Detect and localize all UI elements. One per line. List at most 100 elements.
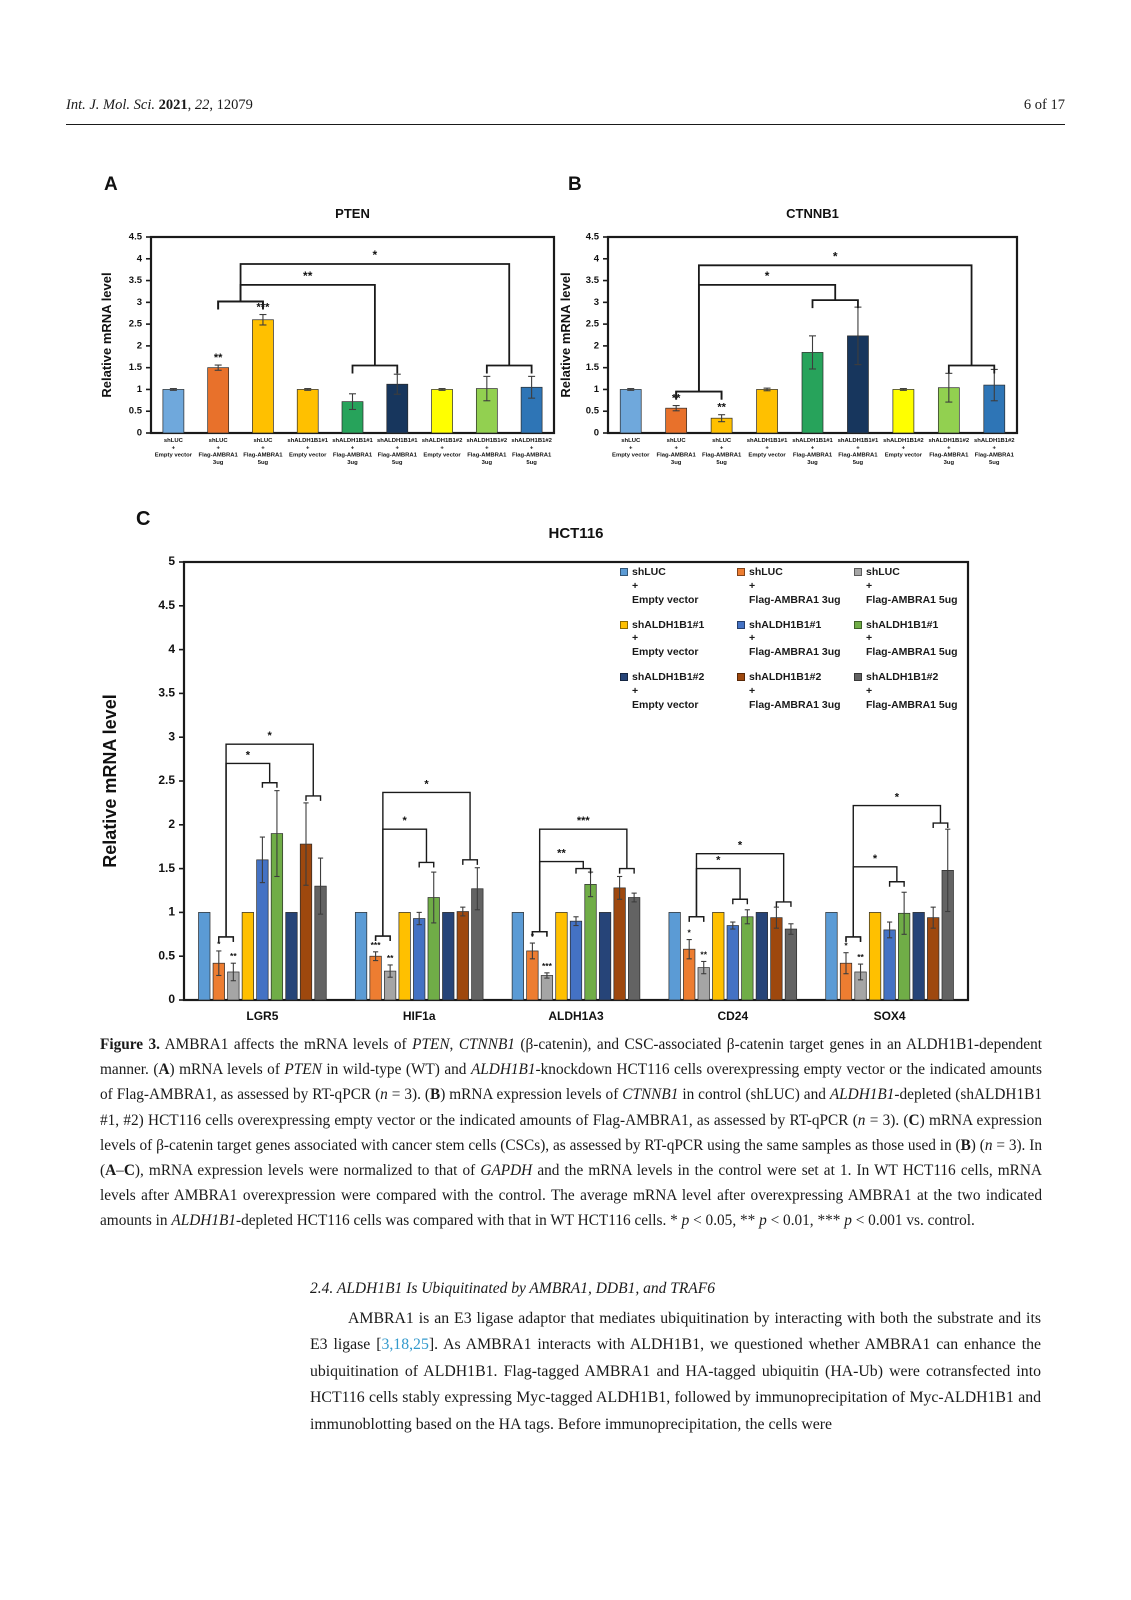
sig-bracket-label: * [738,840,743,852]
text-segment: in control (shLUC) and [678,1086,830,1104]
sig-bracket-label: ** [557,848,566,860]
bar [825,912,838,1001]
sig-bracket-label: * [895,792,900,804]
y-tick-label: 3.5 [158,686,175,700]
bar [413,918,426,1001]
text-segment: ]. As AMBRA1 interacts with ALDH1B1, we … [310,1336,1041,1433]
x-tick-label: 3ug [347,460,358,466]
x-tick-label: + [440,445,444,451]
x-tick-label: 3ug [482,460,493,466]
x-tick-label: Flag-AMBRA1 [333,453,373,459]
y-tick-label: 0 [168,992,175,1006]
sig-star: ** [230,951,237,961]
legend-label: shALDH1B1#1 + Flag-AMBRA1 5ug [866,618,958,659]
y-tick-label: 1.5 [586,362,600,373]
text-segment: CTNNB1 [622,1086,679,1104]
bar [598,912,612,1001]
x-tick-label: shALDH1B1#2 [974,438,1015,444]
legend-entry: shALDH1B1#2 + Flag-AMBRA1 3ug [737,671,854,713]
x-tick-label: + [629,445,633,451]
sig-bracket-label: * [716,855,721,867]
x-tick-label: shALDH1B1#1 [377,438,418,444]
page-number: 6 of 17 [1023,97,1065,113]
sig-star: * [688,928,692,938]
x-tick-label: 5ug [716,460,727,466]
text-segment: n [857,1111,866,1129]
sig-bracket [675,264,996,400]
chart-title: PTEN [335,206,370,221]
legend-swatch-icon [620,673,628,682]
bar [628,897,641,1001]
chart-ctnnb1: 0 0.5 1 1.5 2 2.5 3 3.5 4 4.5 CTNNB1 Relative mRNA … [560,206,1019,466]
x-tick-label: + [765,445,769,451]
header-rule [66,124,1065,125]
bar [892,389,915,434]
y-axis-label: Relative mRNA level [100,694,120,867]
x-tick-label: shALDH1B1#1 [838,438,879,444]
text-segment: , 12079 [209,97,253,113]
x-tick-label: + [351,445,355,451]
group-label: CD24 [717,1009,748,1023]
x-tick-label: Flag-AMBRA1 [793,453,833,459]
text-segment: -depleted HCT116 cells was compared with… [235,1212,682,1230]
bar [252,319,274,434]
sig-bracket [531,828,635,937]
sig-bracket [217,284,399,374]
y-tick-label: 3 [137,297,142,308]
text-segment: p [759,1212,767,1230]
legend-entry: shALDH1B1#1 + Empty vector [620,619,737,661]
y-tick-label: 0.5 [586,406,600,417]
text-segment: Int. J. Mol. Sci. [66,97,159,113]
text-segment: < 0.05, ** [689,1212,760,1230]
group-label: ALDH1A3 [548,1009,604,1023]
body-paragraph: AMBRA1 is an E3 ligase adaptor that medi… [310,1306,1041,1438]
x-tick-label: shALDH1B1#1 [747,438,788,444]
y-tick-label: 4 [137,253,143,264]
y-tick-label: 1.5 [129,362,143,373]
legend-label: shALDH1B1#1 + Flag-AMBRA1 3ug [749,618,841,659]
text-segment: = 3). ( [865,1111,909,1129]
citation-link[interactable]: 3,18,25 [381,1336,429,1354]
bar [207,367,230,434]
bar [755,912,768,1001]
chart-hct116: 0 0.5 1 1.5 2 2.5 3 3.5 4 4.5 5 HCT116 Relative mRNA… [100,525,970,1023]
text-segment: p [844,1212,852,1230]
text-segment: AMBRA1 affects the mRNA levels of [160,1036,413,1053]
legend-swatch-icon [854,568,862,576]
sig-star: ** [700,949,707,959]
legend-entry: shLUC + Flag-AMBRA1 5ug [854,566,976,608]
bar [198,912,211,1001]
y-tick-label: 2 [594,340,599,351]
bar [784,928,798,1001]
x-tick-label: + [530,445,534,451]
bar [540,975,554,1001]
bar [668,912,681,1001]
sig-bracket [845,804,949,942]
x-tick-label: Flag-AMBRA1 [929,453,969,459]
x-tick-label: shLUC [712,438,732,444]
x-tick-label: shLUC [621,438,641,444]
group-label: SOX4 [874,1009,906,1023]
x-tick-label: 5ug [392,460,403,466]
text-segment: ALDH1B1 [829,1086,895,1104]
chart-title: HCT116 [548,525,603,542]
text-segment: = 3). In ( [100,1136,1042,1180]
y-tick-label: 3 [168,729,175,743]
sig-bracket-label: * [373,248,378,262]
sig-star: * [217,939,221,949]
y-tick-label: 0.5 [129,406,143,417]
x-tick-label: shALDH1B1#1 [332,438,373,444]
y-tick-label: 1 [137,384,143,395]
x-tick-label: Flag-AMBRA1 [243,453,283,459]
text-segment: C [908,1111,920,1129]
text-segment: , [449,1036,459,1053]
text-segment: ) mRNA expression levels of β-catenin ta… [100,1111,1042,1154]
y-tick-label: 2.5 [586,319,600,330]
y-tick-label: 2 [137,340,142,351]
legend-swatch-icon [737,673,745,682]
y-tick-label: 1.5 [158,861,175,875]
x-tick-label: Flag-AMBRA1 [378,453,418,459]
text-segment: -knockdown HCT116 cells overexpressing e… [100,1061,1042,1104]
sig-bracket-label: * [765,269,770,283]
x-tick-label: + [902,445,906,451]
